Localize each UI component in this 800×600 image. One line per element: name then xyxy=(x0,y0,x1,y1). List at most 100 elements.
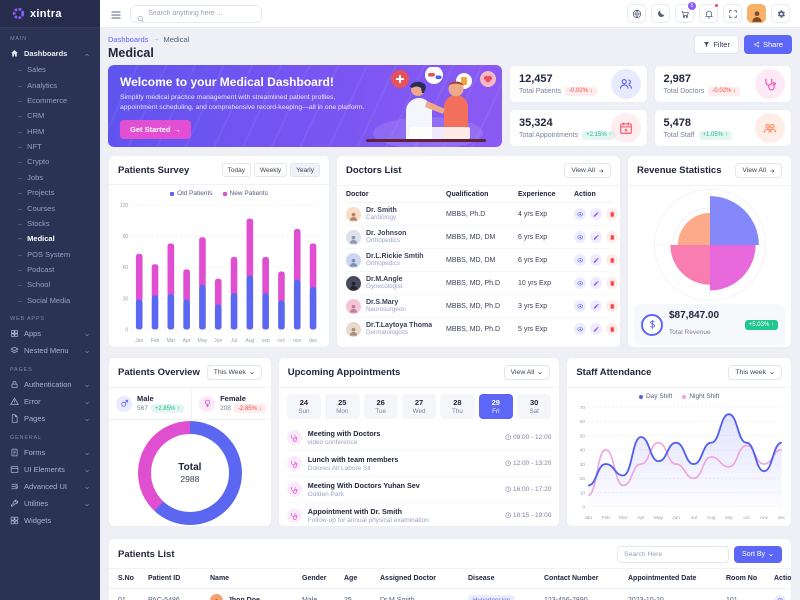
eye-action-button[interactable] xyxy=(574,254,586,266)
day-pill-24[interactable]: 24 Sun xyxy=(286,394,322,419)
day-pill-26[interactable]: 26 Tue xyxy=(363,394,398,419)
doctor-qualification: MBBS, MD, Ph.D xyxy=(446,325,501,333)
chevron-down-icon xyxy=(84,331,90,337)
eye-action-button[interactable] xyxy=(574,277,586,289)
pencil-action-button[interactable] xyxy=(590,231,602,243)
pencil-action-button[interactable] xyxy=(790,594,791,600)
eye-action-button[interactable] xyxy=(574,231,586,243)
sidebar-item-analytics[interactable]: – Analytics xyxy=(0,77,100,92)
svg-text:0: 0 xyxy=(125,327,128,333)
appointment-icon xyxy=(286,508,302,523)
sidebar-item-dashboards[interactable]: Dashboards xyxy=(0,45,100,62)
day-name: Wed xyxy=(412,408,426,415)
eye-action-button[interactable] xyxy=(574,323,586,335)
doctor-name: Dr.T.Laytoya Thoma xyxy=(366,322,433,329)
sidebar-item-podcast[interactable]: – Podcast xyxy=(0,262,100,277)
trash-action-button[interactable] xyxy=(606,300,618,312)
sidebar-item-jobs[interactable]: – Jobs xyxy=(0,170,100,185)
settings-gear-icon[interactable] xyxy=(771,4,790,23)
get-started-button[interactable]: Get Started → xyxy=(120,119,191,139)
sidebar-item-authentication[interactable]: Authentication xyxy=(0,376,100,393)
sidebar-item-stocks[interactable]: – Stocks xyxy=(0,216,100,231)
sidebar-item-ui-elements[interactable]: UI Elements xyxy=(0,461,100,478)
search-input[interactable] xyxy=(148,10,255,17)
trash-action-button[interactable] xyxy=(606,277,618,289)
notifications-bell-icon[interactable] xyxy=(699,3,719,23)
sidebar-item-medical[interactable]: – Medical xyxy=(0,231,100,246)
breadcrumb-dashboards[interactable]: Dashboards xyxy=(108,35,149,44)
overview-period-dropdown[interactable]: This Week xyxy=(206,365,262,380)
sidebar-subitem-label: Podcast xyxy=(27,265,55,275)
hamburger-menu-icon[interactable] xyxy=(110,8,122,20)
language-icon[interactable] xyxy=(627,4,646,23)
appointments-list: Meeting with Doctors video conference 09:0… xyxy=(279,425,560,526)
sidebar-item-crm[interactable]: – CRM xyxy=(0,108,100,123)
sidebar-item-crypto[interactable]: – Crypto xyxy=(0,154,100,169)
doctors-view-all-button[interactable]: View All xyxy=(564,163,611,178)
share-button[interactable]: Share xyxy=(743,35,792,54)
filter-button[interactable]: Filter xyxy=(694,35,739,54)
sidebar-item-social-media[interactable]: – Social Media xyxy=(0,293,100,308)
sidebar-item-error[interactable]: Error xyxy=(0,393,100,410)
day-pill-25[interactable]: 25 Mon xyxy=(325,394,360,419)
eye-action-button[interactable] xyxy=(774,594,786,600)
sidebar-item-courses[interactable]: – Courses xyxy=(0,200,100,215)
appointment-item[interactable]: Appointment with Dr. Smith Follow-up for … xyxy=(286,503,551,526)
sidebar-item-school[interactable]: – School xyxy=(0,277,100,292)
sidebar-item-sales[interactable]: – Sales xyxy=(0,62,100,77)
trash-action-button[interactable] xyxy=(606,254,618,266)
pencil-action-button[interactable] xyxy=(590,254,602,266)
appointment-item[interactable]: Meeting With Doctors Yuhan Sev Golden Par… xyxy=(286,477,552,503)
pencil-action-button[interactable] xyxy=(590,323,602,335)
user-avatar[interactable] xyxy=(747,4,766,23)
sidebar-item-forms[interactable]: Forms xyxy=(0,444,100,461)
day-pill-30[interactable]: 30 Sat xyxy=(517,394,552,419)
appointment-item[interactable]: Meeting with Doctors video conference 09:0… xyxy=(286,425,552,451)
patients-search-input[interactable] xyxy=(624,551,723,558)
fullscreen-icon[interactable] xyxy=(723,4,742,23)
day-pill-29[interactable]: 29 Fri xyxy=(478,394,513,419)
sidebar-item-projects[interactable]: – Projects xyxy=(0,185,100,200)
tab-yearly[interactable]: Yearly xyxy=(290,163,320,177)
sidebar-item-label: Nested Menu xyxy=(24,346,69,355)
trash-action-button[interactable] xyxy=(606,323,618,335)
sidebar-item-widgets[interactable]: Widgets xyxy=(0,512,100,529)
cart-icon[interactable]: 5 xyxy=(675,2,696,23)
sidebar-item-pos-system[interactable]: – POS System xyxy=(0,247,100,262)
pencil-action-button[interactable] xyxy=(590,300,602,312)
trash-action-button[interactable] xyxy=(606,231,618,243)
sidebar-item-nft[interactable]: – NFT xyxy=(0,139,100,154)
appointment-item[interactable]: Lunch with team members Dolores Ait Labor… xyxy=(286,451,552,477)
sidebar-item-utilities[interactable]: Utilities xyxy=(0,495,100,512)
appointment-subtitle: Follow-up for annual physical examinatio… xyxy=(307,517,429,524)
staff-icon xyxy=(755,113,785,143)
sort-by-button[interactable]: Sort By xyxy=(734,546,782,563)
staff-period-dropdown[interactable]: This week xyxy=(728,365,782,380)
patients-table: S.No Patient ID Name Gender Age Assigned Doct… xyxy=(109,568,791,600)
trash-action-button[interactable] xyxy=(606,208,618,220)
sidebar-item-apps[interactable]: Apps xyxy=(0,325,100,342)
sidebar-item-nested-menu[interactable]: Nested Menu xyxy=(0,342,100,359)
eye-action-button[interactable] xyxy=(574,208,586,220)
pencil-action-button[interactable] xyxy=(590,277,602,289)
day-pill-27[interactable]: 27 Wed xyxy=(401,394,437,419)
appointments-view-all-dropdown[interactable]: View All xyxy=(503,365,551,380)
patients-survey-card: Patients Survey Today Weekly Yearly Old Pa… xyxy=(108,155,330,348)
logo[interactable]: xintra xyxy=(0,0,100,28)
patients-search[interactable] xyxy=(617,546,730,563)
day-pill-28[interactable]: 28 Thu xyxy=(440,394,475,419)
chevron-down-icon xyxy=(84,501,90,507)
revenue-view-all-button[interactable]: View All xyxy=(735,163,782,178)
sidebar-item-advanced-ui[interactable]: Advanced UI xyxy=(0,478,100,495)
tab-weekly[interactable]: Weekly xyxy=(253,163,288,177)
dark-mode-moon-icon[interactable] xyxy=(651,4,670,23)
doctors-table: Doctor Qualification Experience Action Dr. S… xyxy=(337,186,620,340)
eye-action-button[interactable] xyxy=(574,300,586,312)
sidebar-item-ecommerce[interactable]: – Ecommerce xyxy=(0,93,100,108)
pencil-action-button[interactable] xyxy=(590,208,602,220)
tab-today[interactable]: Today xyxy=(221,163,251,177)
sidebar-item-pages[interactable]: Pages xyxy=(0,410,100,427)
sidebar-item-label: Apps xyxy=(24,329,42,338)
sidebar-item-hrm[interactable]: – HRM xyxy=(0,124,100,139)
global-search[interactable] xyxy=(130,4,262,23)
